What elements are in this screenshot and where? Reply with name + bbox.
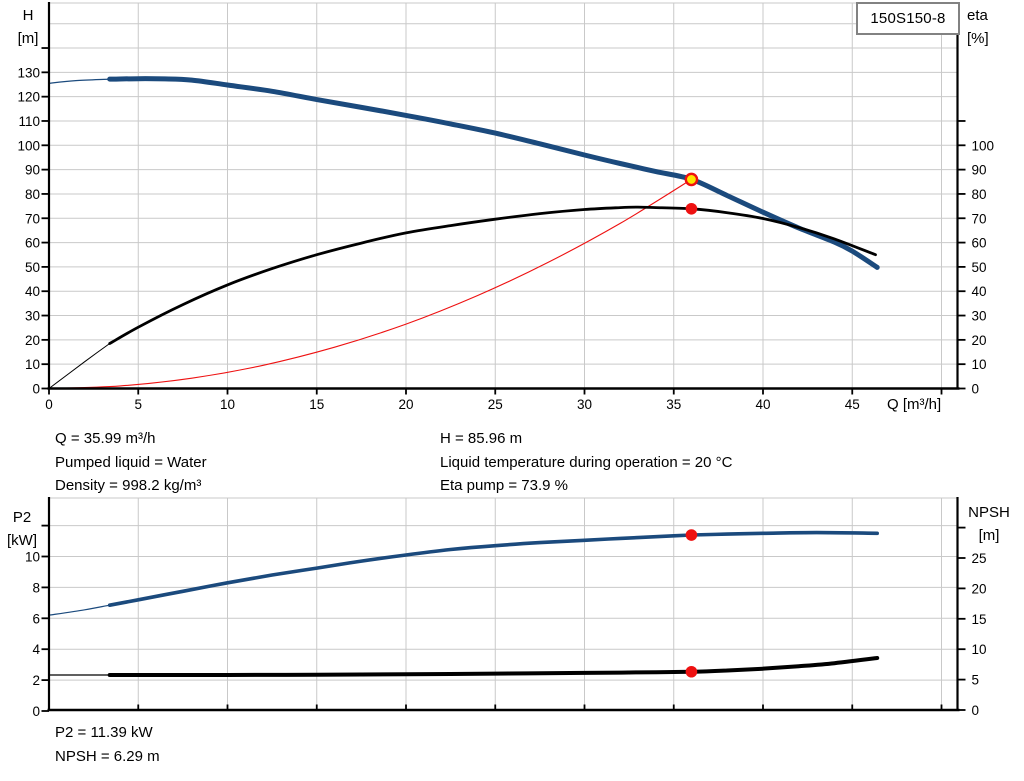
svg-text:20: 20 [972,333,987,348]
svg-text:25: 25 [972,551,987,566]
axis-labels: H [m] eta [%] Q [m³/h] [18,7,989,413]
svg-text:0: 0 [45,397,53,412]
y-right-axis-label: NPSH [968,504,1010,521]
svg-text:6: 6 [32,611,40,626]
svg-text:110: 110 [18,114,40,129]
svg-text:100: 100 [972,138,995,153]
y-right-axis-unit: [%] [967,30,989,47]
svg-text:50: 50 [972,260,987,275]
info-head: H = 85.96 m [440,430,523,447]
info-flow: Q = 35.99 m³/h [55,430,156,447]
svg-text:70: 70 [25,211,40,226]
grid-lines [49,2,958,389]
y-left-axis-unit: [m] [18,30,39,47]
svg-text:80: 80 [25,187,40,202]
info-temperature: Liquid temperature during operation = 20… [440,453,733,471]
head-curve-min-flow [48,78,111,84]
svg-text:30: 30 [25,309,40,324]
svg-text:10: 10 [25,550,40,565]
svg-text:70: 70 [972,211,987,226]
svg-text:2: 2 [32,673,40,688]
y-right-axis-label: eta [967,7,989,24]
svg-text:4: 4 [32,642,40,657]
svg-text:0: 0 [32,382,40,397]
svg-text:15: 15 [972,612,987,627]
duty-info-left: Q = 35.99 m³/h Pumped liquid = Water Den… [55,427,207,498]
svg-text:5: 5 [972,673,980,688]
svg-text:20: 20 [398,397,413,412]
p2-npsh-chart: 0 2 4 6 8 10 0 5 10 15 20 25 P2 [kW] NPSH [m] [7,497,1010,719]
svg-text:30: 30 [972,309,987,324]
qh-eta-chart: 0102030405060708090100110120130010203040… [17,2,994,413]
efficiency-curve [108,205,877,345]
svg-text:40: 40 [972,284,987,299]
svg-text:10: 10 [220,397,235,412]
svg-text:0: 0 [972,382,980,397]
info-density: Density = 998.2 kg/m³ [55,477,202,494]
duty-info-right: H = 85.96 m Liquid temperature during op… [440,427,732,498]
svg-text:100: 100 [17,138,40,153]
svg-text:5: 5 [134,397,142,412]
svg-text:20: 20 [25,333,40,348]
svg-text:10: 10 [25,357,40,372]
svg-text:60: 60 [972,236,987,251]
svg-text:10: 10 [972,642,987,657]
svg-text:8: 8 [32,580,40,595]
svg-text:10: 10 [972,357,987,372]
svg-text:90: 90 [972,163,987,178]
duty-point-npsh [685,665,698,678]
tick-labels: 0102030405060708090100110120130010203040… [17,65,994,412]
axes [41,2,966,395]
svg-text:0: 0 [32,704,40,719]
svg-text:0: 0 [972,703,980,718]
svg-text:130: 130 [17,65,40,80]
x-axis-label: Q [m³/h] [887,396,941,413]
svg-text:50: 50 [25,260,40,275]
y-right-axis-unit: [m] [979,527,1000,544]
svg-text:40: 40 [755,397,770,412]
axis-labels: P2 [kW] NPSH [m] [7,504,1010,549]
y-left-axis-unit: [kW] [7,532,37,549]
duty-point-head [684,172,699,187]
svg-text:30: 30 [577,397,592,412]
tick-labels: 0 2 4 6 8 10 0 5 10 15 20 25 [25,550,987,720]
svg-text:20: 20 [972,581,987,596]
axes [41,497,966,712]
pump-type-label: 150S150-8 [870,10,946,27]
info-power: P2 = 11.39 kW [55,724,153,741]
svg-text:120: 120 [17,90,40,105]
efficiency-curve-min-flow [48,343,111,389]
duty-info-bottom: P2 = 11.39 kW NPSH = 6.29 m [55,721,160,768]
svg-text:25: 25 [488,397,503,412]
y-left-axis-label: P2 [13,509,31,526]
power-curve-min-flow [48,604,111,616]
y-left-axis-label: H [23,7,34,24]
svg-text:40: 40 [25,284,40,299]
svg-text:45: 45 [845,397,860,412]
info-npsh: NPSH = 6.29 m [55,747,160,765]
system-curve [48,178,692,390]
npsh-curve [107,656,880,678]
duty-point-p2 [685,529,698,541]
grid-lines [49,497,958,710]
duty-point-eta [685,202,698,215]
svg-text:80: 80 [972,187,987,202]
head-curve [107,76,880,270]
pump-type-badge: 150S150-8 [856,2,960,35]
svg-text:35: 35 [666,397,681,412]
info-eta: Eta pump = 73.9 % [440,477,568,494]
svg-text:90: 90 [25,163,40,178]
svg-text:60: 60 [25,236,40,251]
svg-text:15: 15 [309,397,324,412]
power-curve [107,530,879,607]
info-liquid: Pumped liquid = Water [55,453,207,471]
